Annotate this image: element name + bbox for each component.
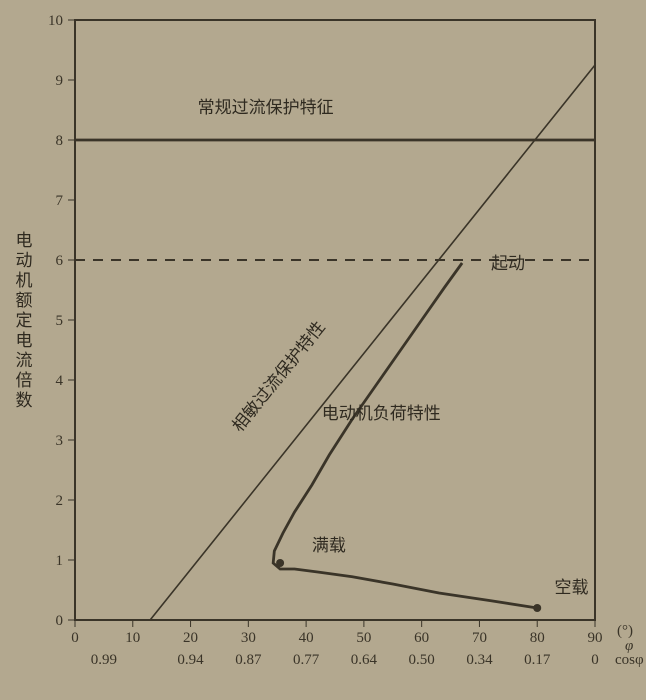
x-secondary-label: 0.50 xyxy=(409,652,435,668)
x-tick-label: 60 xyxy=(414,630,429,646)
label-no-load: 空载 xyxy=(555,578,589,597)
x-secondary-label: 0.94 xyxy=(177,652,204,668)
y-axis-title: 电 xyxy=(16,331,33,350)
x-tick-label: 70 xyxy=(472,630,487,646)
y-axis-title: 流 xyxy=(16,351,33,370)
full-load-marker xyxy=(276,559,284,567)
label-full-load: 满载 xyxy=(312,536,346,555)
y-axis-title: 电 xyxy=(16,231,33,250)
no-load-marker xyxy=(533,604,541,612)
label-motor-load: 电动机负荷特性 xyxy=(322,404,441,423)
y-tick-label: 8 xyxy=(56,133,64,149)
y-tick-label: 3 xyxy=(56,433,64,449)
label-conventional: 常规过流保护特征 xyxy=(198,98,334,117)
y-tick-label: 10 xyxy=(48,13,63,29)
x-secondary-label: 0 xyxy=(591,652,599,668)
x-tick-label: 10 xyxy=(125,630,140,646)
y-axis-title: 动 xyxy=(16,251,33,270)
y-tick-label: 9 xyxy=(56,73,64,89)
y-axis-title: 机 xyxy=(16,271,33,290)
y-axis-title: 定 xyxy=(16,311,33,330)
x-secondary-label: 0.64 xyxy=(351,652,378,668)
x-secondary-unit: cosφ xyxy=(615,652,644,668)
x-tick-label: 80 xyxy=(530,630,545,646)
y-axis-title: 数 xyxy=(16,391,33,410)
x-tick-label: 50 xyxy=(356,630,371,646)
y-tick-label: 4 xyxy=(56,373,64,389)
y-axis-title: 倍 xyxy=(16,371,33,390)
x-tick-label: 0 xyxy=(71,630,79,646)
y-axis-title: 额 xyxy=(16,291,33,310)
x-tick-label: 20 xyxy=(183,630,198,646)
x-tick-label: 90 xyxy=(588,630,603,646)
x-tick-label: 40 xyxy=(299,630,314,646)
x-unit-deg: (°) xyxy=(617,623,633,639)
x-secondary-label: 0.87 xyxy=(235,652,262,668)
chart-svg: 0102030405060708090(°)φ0.990.940.870.770… xyxy=(0,0,646,700)
x-tick-label: 30 xyxy=(241,630,256,646)
y-tick-label: 0 xyxy=(56,613,64,629)
label-start: 起动 xyxy=(491,254,525,273)
x-secondary-label: 0.17 xyxy=(524,652,551,668)
y-tick-label: 7 xyxy=(56,193,64,209)
x-secondary-label: 0.77 xyxy=(293,652,320,668)
x-secondary-label: 0.34 xyxy=(466,652,493,668)
y-tick-label: 2 xyxy=(56,493,64,509)
x-secondary-label: 0.99 xyxy=(91,652,117,668)
y-tick-label: 6 xyxy=(56,253,64,269)
chart-container: 0102030405060708090(°)φ0.990.940.870.770… xyxy=(0,0,646,700)
y-tick-label: 5 xyxy=(56,313,64,329)
y-tick-label: 1 xyxy=(56,553,64,569)
